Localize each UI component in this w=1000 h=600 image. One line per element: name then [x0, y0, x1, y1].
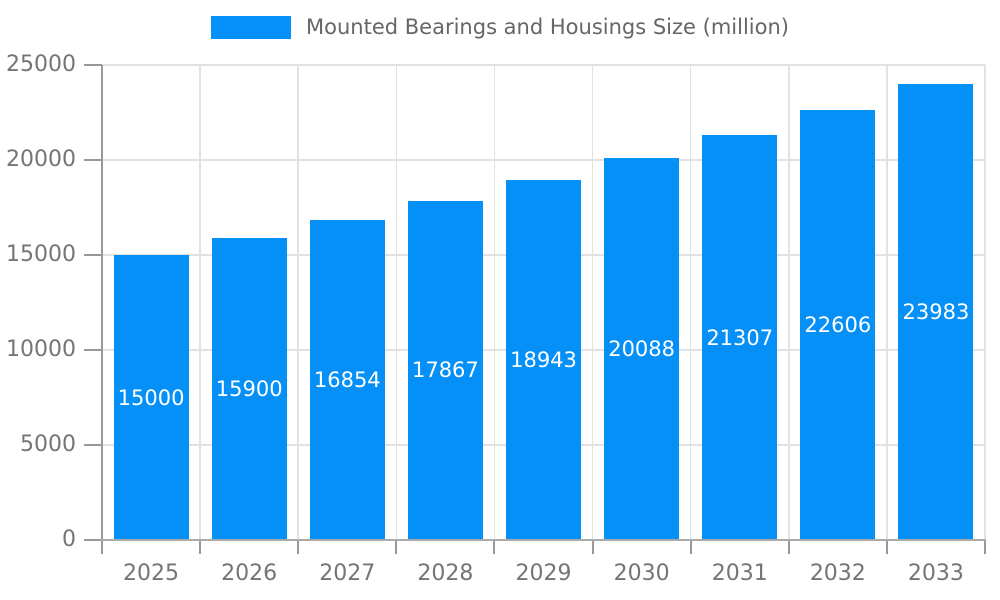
- y-axis-tick: [84, 349, 102, 351]
- x-gridline: [395, 65, 398, 540]
- x-axis-tick: [591, 540, 594, 554]
- x-axis-tick: [984, 540, 986, 554]
- y-gridline: [102, 64, 985, 66]
- x-axis-tick-label: 2025: [123, 561, 180, 586]
- bar-2026[interactable]: 15900: [211, 237, 287, 540]
- bar-value-label: 22606: [804, 313, 872, 338]
- bar-2027[interactable]: 16854: [309, 219, 385, 540]
- x-axis-tick: [395, 540, 398, 554]
- x-axis-tick-label: 2030: [613, 561, 670, 586]
- y-axis-tick: [84, 64, 102, 66]
- y-axis-tick: [84, 254, 102, 256]
- x-axis-tick-label: 2028: [417, 561, 474, 586]
- bar-value-label: 23983: [902, 300, 970, 325]
- x-axis-tick: [885, 540, 888, 554]
- bar-2031[interactable]: 21307: [702, 135, 778, 540]
- x-axis-tick-label: 2031: [711, 561, 768, 586]
- bar-2028[interactable]: 17867: [407, 200, 483, 540]
- x-gridline: [886, 65, 888, 540]
- y-axis-tick-label: 0: [62, 527, 76, 552]
- chart-legend[interactable]: Mounted Bearings and Housings Size (mill…: [0, 15, 1000, 39]
- bar-2030[interactable]: 20088: [604, 158, 680, 540]
- x-gridline: [199, 65, 201, 540]
- y-axis-tick-label: 5000: [20, 432, 76, 457]
- bar-2025[interactable]: 15000: [113, 255, 189, 540]
- x-axis-tick-label: 2032: [809, 561, 866, 586]
- x-axis-tick-label: 2029: [515, 561, 572, 586]
- x-gridline: [591, 65, 594, 540]
- x-axis-tick: [689, 540, 692, 554]
- x-gridline: [788, 65, 790, 540]
- x-gridline: [984, 65, 986, 540]
- bar-value-label: 17867: [411, 358, 479, 383]
- x-gridline: [689, 65, 692, 540]
- y-axis-line: [101, 65, 103, 540]
- x-axis-tick: [493, 540, 496, 554]
- bar-value-label: 16854: [313, 367, 381, 392]
- x-axis-tick-label: 2026: [221, 561, 278, 586]
- legend-label: Mounted Bearings and Housings Size (mill…: [306, 15, 789, 39]
- y-axis-tick-label: 15000: [6, 242, 76, 267]
- y-axis-tick: [84, 444, 102, 446]
- bar-2032[interactable]: 22606: [800, 110, 876, 540]
- x-axis-tick: [199, 540, 202, 554]
- x-gridline: [493, 65, 496, 540]
- x-axis-tick: [101, 540, 103, 554]
- y-axis-tick-label: 25000: [6, 52, 76, 77]
- x-axis-line: [101, 539, 986, 541]
- y-gridline: [102, 159, 985, 161]
- bar-value-label: 15000: [117, 385, 185, 410]
- y-axis-tick-label: 10000: [6, 337, 76, 362]
- bar-value-label: 21307: [706, 325, 774, 350]
- y-axis-tick-label: 20000: [6, 147, 76, 172]
- x-gridline: [297, 65, 299, 540]
- y-axis-tick: [84, 539, 102, 541]
- bar-value-label: 20088: [608, 337, 676, 362]
- bar-value-label: 15900: [215, 376, 283, 401]
- y-axis-tick: [84, 159, 102, 161]
- x-axis-tick-label: 2033: [907, 561, 964, 586]
- x-axis-tick-label: 2027: [319, 561, 376, 586]
- bar-value-label: 18943: [510, 348, 577, 373]
- legend-swatch: [211, 15, 292, 39]
- bar-2029[interactable]: 18943: [506, 180, 581, 540]
- bar-2033[interactable]: 23983: [898, 84, 974, 540]
- x-axis-tick: [297, 540, 300, 554]
- x-axis-tick: [787, 540, 790, 554]
